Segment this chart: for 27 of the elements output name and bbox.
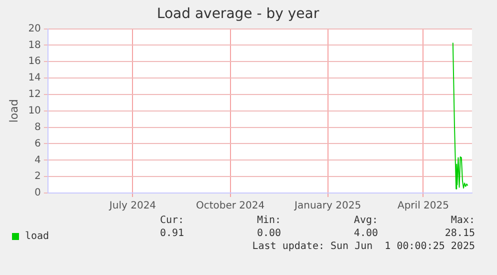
text: 28.15 xyxy=(444,228,475,239)
chart-title: Load average - by year xyxy=(156,6,320,22)
y-tick-label: 0 xyxy=(34,188,41,199)
x-tick-label: January 2025 xyxy=(294,200,362,212)
y-tick-label: 10 xyxy=(28,105,41,116)
text: Last update: Sun Jun 1 00:00:25 2025 xyxy=(251,241,475,252)
y-tick-label: 8 xyxy=(34,122,41,133)
x-tick-label: April 2025 xyxy=(397,200,449,212)
y-axis-title: load xyxy=(7,99,20,123)
y-tick-label: 14 xyxy=(28,72,41,84)
text: Avg: xyxy=(352,215,378,226)
text: Min: xyxy=(256,215,282,226)
y-tick-label: 12 xyxy=(28,89,41,100)
legend-label: load xyxy=(25,231,50,242)
y-tick-label: 18 xyxy=(28,40,41,51)
x-tick-label: July 2024 xyxy=(108,200,156,212)
y-tick-label: 6 xyxy=(34,138,41,150)
text: Max: xyxy=(450,215,475,226)
y-tick-label: 20 xyxy=(28,23,41,34)
x-tick-label: October 2024 xyxy=(196,200,265,212)
text: 0.00 xyxy=(256,228,282,239)
y-tick-label: 16 xyxy=(28,56,41,68)
text: Cur: xyxy=(158,215,184,226)
text: 0.91 xyxy=(158,228,184,239)
y-tick-label: 2 xyxy=(34,171,41,182)
y-tick-label: 4 xyxy=(34,154,41,166)
text: 4.00 xyxy=(352,228,378,239)
